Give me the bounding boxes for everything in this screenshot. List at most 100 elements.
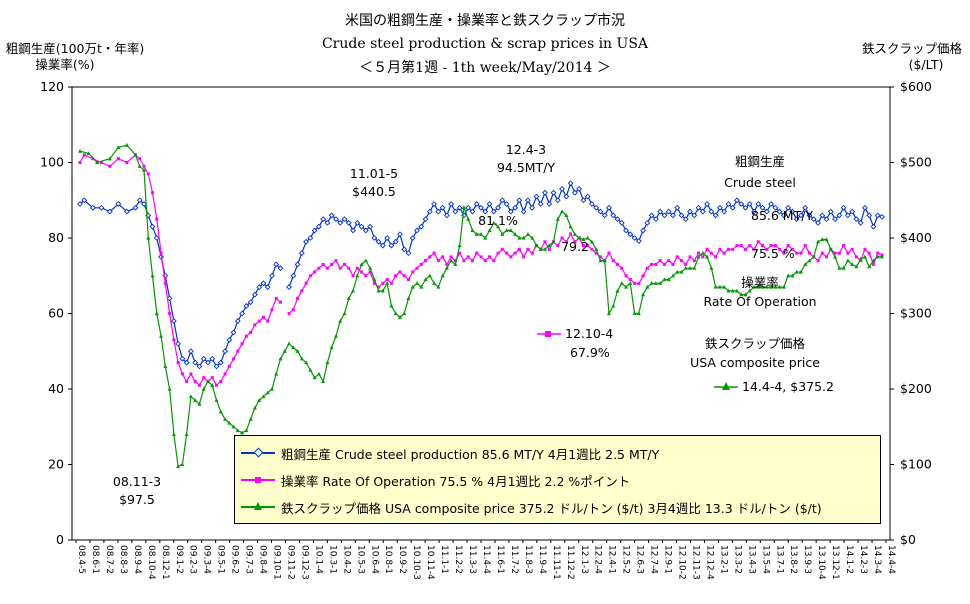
point-crude-steel [708, 208, 715, 215]
right-tick-label: $200 [900, 381, 932, 396]
point-operation-rate [249, 330, 253, 334]
point-crude-steel [785, 204, 792, 211]
point-crude-steel [307, 235, 314, 241]
point-operation-rate [180, 372, 184, 376]
point-scrap-price [116, 145, 121, 149]
point-scrap-price [824, 237, 829, 242]
point-operation-rate [752, 247, 756, 251]
x-tick-label: 09.2-3 [188, 545, 198, 574]
point-scrap-price [833, 254, 838, 259]
point-crude-steel [269, 272, 275, 279]
point-scrap-price [385, 281, 390, 285]
point-scrap-price [282, 349, 287, 353]
point-scrap-price [86, 151, 91, 156]
point-crude-steel [405, 250, 412, 256]
point-crude-steel [401, 246, 408, 253]
point-crude-steel [200, 355, 207, 362]
point-operation-rate [718, 247, 722, 251]
point-crude-steel [277, 265, 284, 272]
label-scrap-jp: 鉄スクラップ価格 [705, 336, 806, 351]
point-operation-rate [820, 251, 824, 255]
annotation-crude-high-date: 12.4-3 [506, 142, 546, 157]
point-crude-steel [397, 231, 403, 238]
point-scrap-price [419, 284, 424, 289]
point-scrap-price [214, 398, 219, 402]
x-tick-label: 08.7-2 [104, 545, 114, 574]
point-scrap-price [700, 250, 705, 255]
point-crude-steel [691, 212, 698, 219]
point-scrap-price [176, 464, 181, 468]
point-operation-rate [304, 281, 308, 285]
point-crude-steel [264, 284, 271, 290]
point-crude-steel [610, 212, 617, 219]
point-operation-rate [594, 251, 598, 255]
point-crude-steel [567, 180, 574, 187]
point-operation-rate [159, 251, 163, 255]
point-scrap-price [269, 386, 274, 391]
point-crude-steel [311, 227, 318, 234]
point-scrap-price [551, 239, 556, 244]
label-crude-jp: 粗鋼生産 [735, 154, 785, 169]
point-operation-rate [168, 312, 172, 315]
point-scrap-price [858, 256, 863, 261]
point-scrap-price [632, 311, 637, 316]
point-operation-rate [756, 240, 760, 244]
point-scrap-price [308, 367, 313, 372]
point-scrap-price [287, 341, 292, 346]
point-crude-steel [699, 208, 706, 215]
point-crude-steel [738, 201, 745, 207]
point-scrap-price [508, 228, 513, 233]
point-operation-rate [368, 270, 372, 274]
point-operation-rate [411, 270, 415, 274]
point-crude-steel [239, 310, 246, 317]
point-scrap-price [871, 258, 876, 263]
point-crude-steel [678, 212, 685, 219]
point-scrap-price [628, 281, 633, 285]
point-crude-steel [729, 204, 736, 211]
point-crude-steel [222, 348, 228, 355]
point-operation-rate [372, 281, 376, 285]
point-operation-rate [564, 240, 568, 244]
point-scrap-price [355, 273, 360, 278]
left-tick-label: 20 [48, 457, 64, 472]
left-axis-label-1: 粗鋼生産(100万t・年率) [6, 41, 145, 56]
point-crude-steel [810, 216, 817, 223]
point-scrap-price [461, 205, 466, 210]
point-crude-steel [832, 216, 838, 223]
x-tick-label: 13.7-1 [774, 545, 784, 574]
point-operation-rate [871, 262, 875, 266]
point-crude-steel [857, 220, 864, 226]
legend-symbol-scrap [241, 500, 275, 514]
point-crude-steel [870, 223, 877, 230]
x-tick-label: 11.11-1 [551, 545, 561, 580]
point-crude-steel [593, 204, 600, 211]
label-scrap-en: USA composite price [690, 355, 820, 370]
point-crude-steel [853, 216, 860, 223]
point-operation-rate [317, 266, 321, 270]
point-scrap-price [619, 281, 624, 285]
point-crude-steel [640, 227, 647, 234]
point-scrap-price [406, 296, 411, 300]
x-tick-label: 08.9-4 [132, 545, 142, 574]
point-crude-steel [780, 212, 787, 219]
point-crude-steel [623, 227, 629, 234]
x-tick-label: 13.12-1 [830, 545, 840, 580]
point-scrap-price [440, 273, 445, 278]
x-tick-label: 08.12-1 [160, 545, 170, 580]
point-operation-rate [492, 259, 496, 263]
point-scrap-price [444, 266, 449, 270]
point-scrap-price [756, 284, 761, 289]
point-operation-rate [116, 157, 120, 161]
point-crude-steel [115, 201, 122, 207]
x-tick-label: 11.8-3 [523, 545, 533, 574]
point-crude-steel [341, 216, 348, 223]
point-operation-rate [138, 157, 142, 161]
point-scrap-price [150, 273, 155, 278]
point-operation-rate [846, 251, 850, 255]
point-operation-rate [441, 255, 445, 259]
point-scrap-price [295, 349, 300, 353]
annotation-rate-low-marker [545, 331, 551, 337]
point-operation-rate [223, 372, 227, 376]
x-tick-label: 09.1-2 [174, 545, 184, 574]
point-crude-steel [77, 201, 83, 207]
